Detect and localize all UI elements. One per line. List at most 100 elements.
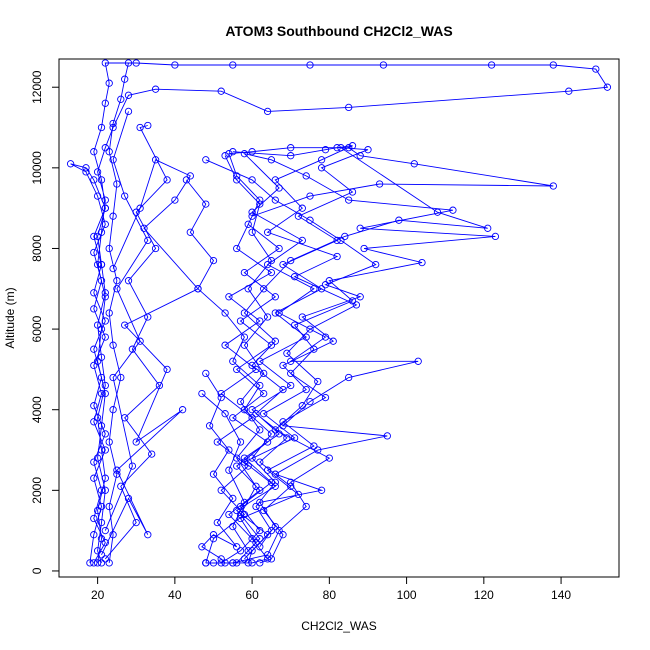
data-point — [155, 381, 164, 390]
data-point — [271, 196, 279, 204]
data-point — [267, 555, 276, 563]
data-point — [263, 466, 272, 474]
data-point — [325, 454, 333, 462]
data-point — [287, 152, 295, 160]
data-point — [414, 357, 422, 365]
data-point — [565, 87, 573, 95]
data-point — [90, 458, 98, 466]
data-point — [364, 146, 372, 154]
data-point — [267, 478, 276, 486]
data-point — [248, 559, 256, 567]
data-point — [105, 148, 113, 156]
data-point — [93, 192, 102, 200]
data-point — [287, 369, 295, 378]
data-point — [132, 438, 140, 446]
data-point — [333, 252, 341, 261]
data-point — [267, 156, 276, 164]
data-point — [194, 285, 202, 293]
data-point — [279, 361, 287, 370]
data-point — [117, 373, 125, 382]
data-point — [205, 422, 214, 430]
data-point — [256, 317, 264, 325]
data-point — [372, 260, 380, 269]
data-point — [128, 345, 137, 353]
series-line — [104, 111, 149, 531]
data-point — [302, 502, 310, 511]
data-point — [248, 454, 256, 462]
data-point — [306, 397, 314, 406]
data-point — [82, 168, 90, 176]
data-point — [132, 518, 140, 527]
data-point — [248, 547, 256, 555]
data-point — [240, 333, 249, 341]
data-point — [256, 486, 264, 494]
data-point — [90, 305, 98, 313]
data-point — [82, 164, 90, 172]
data-point — [233, 365, 241, 374]
data-point — [93, 454, 102, 462]
data-point — [136, 204, 144, 212]
data-point — [298, 204, 306, 212]
data-point — [449, 206, 457, 214]
data-point — [101, 526, 109, 535]
data-point — [124, 277, 133, 285]
series-line — [201, 373, 238, 564]
series-line — [108, 62, 129, 563]
data-point — [233, 506, 241, 515]
data-point — [229, 522, 237, 531]
data-point — [283, 349, 291, 357]
data-point — [317, 164, 326, 172]
data-point — [109, 373, 117, 382]
data-point — [263, 551, 272, 559]
x-axis-label: CH2Cl2_WAS — [301, 619, 377, 633]
x-tick-label: 140 — [551, 588, 571, 602]
data-point — [163, 176, 171, 184]
data-point — [298, 313, 306, 321]
data-point — [101, 389, 109, 398]
series-line — [186, 179, 276, 548]
data-point — [321, 146, 330, 154]
data-point — [113, 277, 121, 285]
data-point — [263, 313, 272, 321]
data-point — [279, 531, 287, 539]
data-point — [113, 466, 121, 474]
data-point — [202, 369, 210, 378]
data-point — [97, 228, 106, 236]
data-point — [151, 85, 160, 93]
data-point — [105, 502, 113, 511]
data-point — [202, 156, 210, 164]
data-point — [317, 156, 326, 164]
x-axis: 20 40 60 80 100 120 140 — [91, 576, 571, 602]
data-point — [209, 531, 218, 539]
data-point — [287, 381, 295, 390]
data-point — [337, 236, 345, 245]
data-point — [209, 470, 218, 478]
series-line — [70, 163, 106, 564]
data-point — [352, 301, 361, 309]
data-point — [329, 337, 337, 345]
data-point — [202, 559, 210, 567]
x-tick-label: 20 — [91, 588, 105, 602]
data-point — [260, 389, 268, 398]
data-point — [229, 148, 237, 156]
data-point — [549, 61, 557, 69]
plot-frame — [58, 58, 620, 578]
data-point — [271, 522, 279, 531]
data-point — [171, 196, 179, 204]
data-point — [124, 494, 133, 503]
data-point — [225, 466, 233, 474]
data-point — [248, 212, 256, 220]
data-point — [113, 180, 121, 188]
data-point — [263, 228, 272, 236]
data-point — [410, 160, 418, 168]
data-point — [244, 547, 252, 555]
data-point — [348, 188, 357, 196]
data-point — [90, 289, 98, 297]
data-point — [236, 547, 245, 555]
data-point — [90, 514, 98, 523]
data-point — [271, 478, 279, 486]
data-point — [97, 373, 106, 382]
data-point — [209, 535, 218, 543]
data-point — [341, 232, 349, 241]
data-point — [209, 256, 218, 265]
